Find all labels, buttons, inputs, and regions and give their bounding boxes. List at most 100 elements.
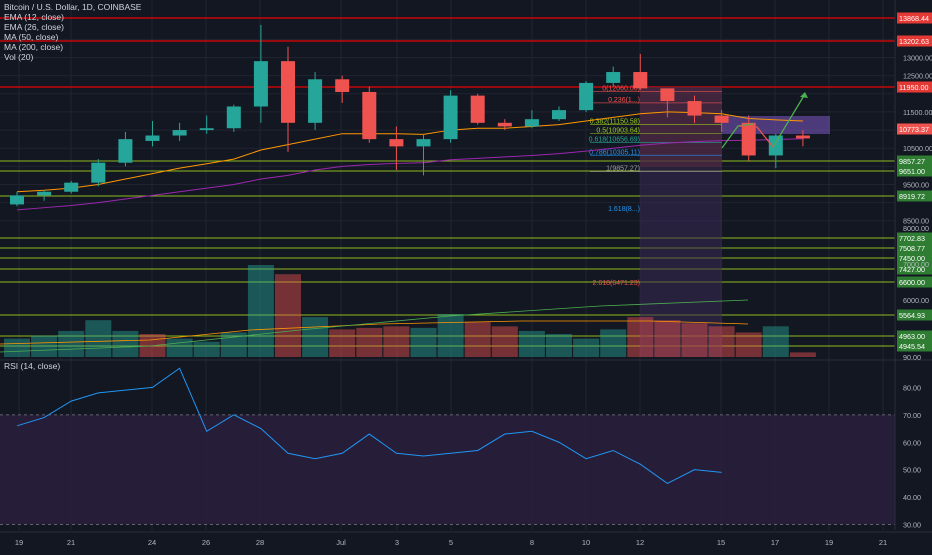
legend-volume[interactable]: Vol (20): [4, 52, 34, 62]
price-tick-label: 8000.00: [903, 224, 929, 233]
time-tick-label: Jul: [336, 538, 346, 547]
time-tick-label: 19: [825, 538, 833, 547]
price-level-tag: [897, 123, 932, 135]
fib-level-label: 1(9857.27): [606, 166, 640, 173]
legend-ema26[interactable]: EMA (26, close): [4, 22, 64, 32]
fib-level-label: 0.618(10656.69): [589, 137, 640, 144]
price-tick-label: 13000.00: [903, 54, 932, 63]
price-level-tag: [897, 190, 932, 202]
projection-path-down: [739, 125, 774, 148]
volume-bar: [383, 326, 410, 357]
price-level-label: 7450.00: [899, 254, 925, 263]
legend-ma50[interactable]: MA (50, close): [4, 32, 59, 42]
volume-bar: [735, 332, 762, 357]
price-level-tag: [897, 330, 932, 342]
price-level-tag: [897, 165, 932, 177]
fib-level-label: 0.382(11150.58): [590, 119, 640, 126]
time-tick-label: 19: [15, 538, 23, 547]
volume-bar: [546, 334, 572, 357]
time-tick-label: 26: [202, 538, 210, 547]
price-level-label: 9651.00: [899, 167, 925, 176]
volume-bar: [654, 320, 681, 357]
time-tick-label: 5: [449, 538, 453, 547]
price-tick-label: 11500.00: [903, 108, 932, 117]
price-level-label: 13868.44: [899, 14, 929, 23]
price-level-tag: [897, 12, 932, 24]
price-level-tag: [897, 252, 932, 264]
volume-bar: [85, 320, 112, 357]
time-tick-label: 15: [717, 538, 725, 547]
volume-bar: [464, 321, 491, 357]
candle-body: [552, 110, 566, 120]
candle-body: [91, 162, 106, 183]
volume-bar: [437, 314, 464, 357]
price-level-tag: [897, 35, 932, 47]
price-level-tag: [897, 155, 932, 167]
candle-body: [37, 191, 52, 196]
volume-bar: [220, 332, 247, 357]
volume-bar: [518, 330, 545, 357]
candle-body: [64, 182, 79, 192]
volume-bar: [600, 329, 627, 357]
time-tick-label: 28: [256, 538, 264, 547]
price-level-tag: [897, 81, 932, 93]
price-level-label: 4963.00: [899, 332, 925, 341]
time-tick-label: 3: [395, 538, 399, 547]
volume-bar: [491, 326, 518, 357]
price-tick-label: 12500.00: [903, 72, 932, 81]
price-tick-label: 7000.00: [903, 260, 929, 269]
volume-bar: [708, 326, 735, 357]
volume-bar: [410, 327, 437, 357]
price-level-label: 8919.72: [899, 192, 925, 201]
volume-bar: [4, 338, 30, 357]
volume-ma-line: [0, 320, 749, 345]
fib-ext-label: 1.618(8...): [608, 206, 640, 213]
price-level-label: 13202.63: [899, 37, 929, 46]
time-tick-label: 17: [771, 538, 779, 547]
arrow-head-icon: [800, 92, 808, 98]
price-level-label: 7508.77: [899, 244, 925, 253]
candle-body: [497, 122, 512, 127]
time-tick-label: 24: [148, 538, 156, 547]
price-level-tag: [897, 232, 932, 244]
volume-bar: [681, 323, 708, 357]
price-tick-label: 9500.00: [903, 180, 929, 189]
candle-body: [470, 95, 485, 123]
legend-ma200[interactable]: MA (200, close): [4, 42, 64, 52]
chart-title: Bitcoin / U.S. Dollar, 1D, COINBASE: [4, 2, 142, 12]
volume-bar: [329, 329, 356, 357]
candle-body: [714, 115, 729, 123]
rsi-title[interactable]: RSI (14, close): [4, 361, 61, 371]
candle-body: [524, 119, 539, 127]
rsi-tick-label: 70.00: [903, 411, 921, 420]
price-level-label: 5564.93: [899, 311, 925, 320]
price-level-label: 9857.27: [899, 157, 925, 166]
volume-bar: [31, 335, 58, 357]
legend-ema12[interactable]: EMA (12, close): [4, 12, 64, 22]
fib-retracement-zone: [640, 87, 722, 167]
ema26-line: [16, 138, 803, 211]
volume-trend-line: [0, 299, 749, 353]
candle-body: [606, 72, 621, 83]
price-level-label: 10773.37: [899, 125, 929, 134]
projection-path-target: [772, 93, 806, 148]
candle-body: [795, 135, 810, 139]
price-tick-label: 10500.00: [903, 144, 932, 153]
price-level-tag: [897, 340, 932, 352]
target-box: [722, 116, 830, 134]
candle-body: [741, 122, 756, 156]
volume-bar: [573, 338, 600, 357]
price-tick-label: 90.00: [903, 353, 921, 362]
candle-body: [10, 195, 24, 205]
candle-body: [118, 139, 133, 163]
candle-body: [389, 139, 404, 147]
projection-path-up: [721, 123, 754, 149]
price-level-label: 7702.83: [899, 234, 925, 243]
fib-level-label: 0(12060.00): [602, 86, 640, 93]
candle-body: [253, 61, 268, 107]
volume-bar: [166, 338, 193, 357]
price-level-tag: [897, 276, 932, 288]
rsi-tick-label: 80.00: [903, 383, 921, 392]
